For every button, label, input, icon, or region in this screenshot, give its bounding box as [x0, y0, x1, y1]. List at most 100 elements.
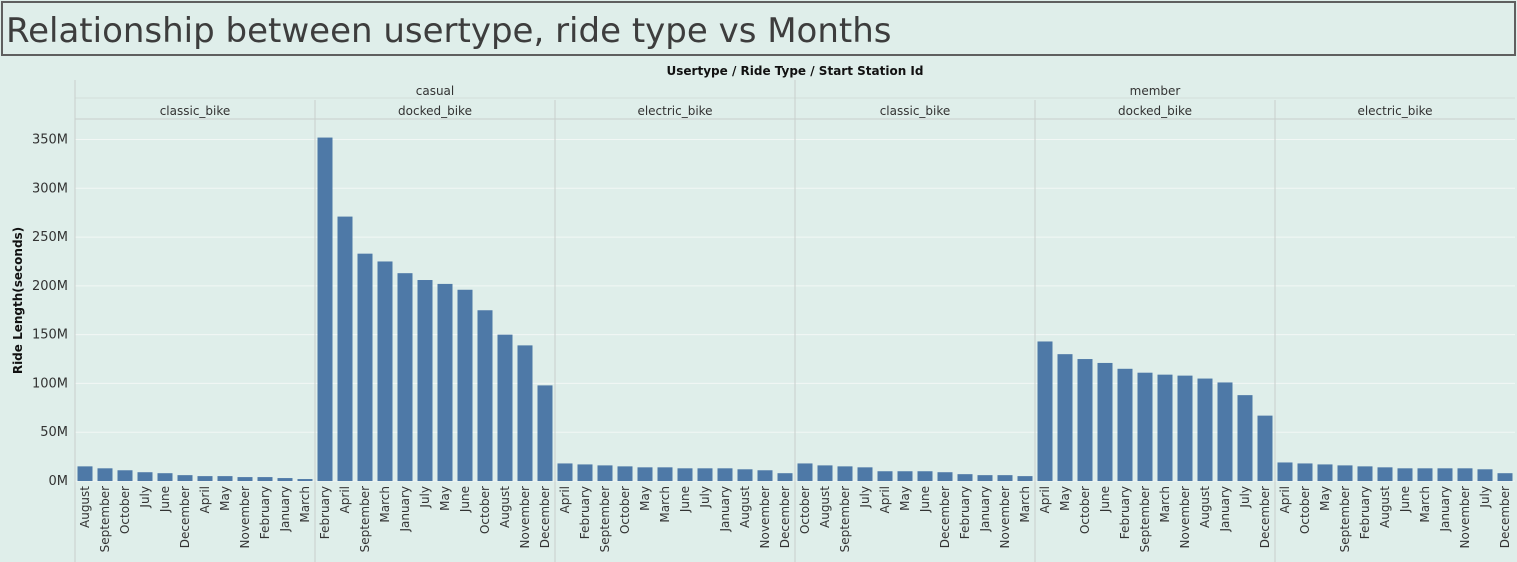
bar-casual-docked_bike-june[interactable]: [457, 289, 473, 481]
bar-member-electric_bike-july[interactable]: [1477, 469, 1493, 481]
x-tick-label: February: [1118, 486, 1132, 539]
x-tick-label: June: [678, 486, 692, 513]
bar-member-classic_bike-december[interactable]: [937, 472, 953, 481]
ridetype-header-electric_bike: electric_bike: [637, 104, 712, 118]
bar-member-docked_bike-october[interactable]: [1077, 359, 1093, 481]
bar-member-classic_bike-july[interactable]: [857, 467, 873, 481]
x-tick-label: January: [978, 486, 992, 533]
bar-member-docked_bike-november[interactable]: [1177, 375, 1193, 481]
bar-member-classic_bike-may[interactable]: [897, 471, 913, 481]
x-tick-label: February: [578, 486, 592, 539]
bar-member-classic_bike-april[interactable]: [877, 471, 893, 481]
bar-casual-classic_bike-september[interactable]: [97, 468, 113, 481]
bar-member-docked_bike-july[interactable]: [1237, 395, 1253, 481]
bar-member-electric_bike-september[interactable]: [1337, 465, 1353, 481]
bar-casual-docked_bike-march[interactable]: [377, 261, 393, 481]
bar-casual-electric_bike-june[interactable]: [677, 468, 693, 481]
bar-member-electric_bike-october[interactable]: [1297, 463, 1313, 481]
bar-casual-docked_bike-may[interactable]: [437, 283, 453, 481]
bar-casual-electric_bike-july[interactable]: [697, 468, 713, 481]
bar-member-electric_bike-february[interactable]: [1357, 466, 1373, 481]
x-tick-label: October: [118, 486, 132, 534]
bar-casual-classic_bike-july[interactable]: [137, 472, 153, 481]
x-tick-label: August: [1198, 486, 1212, 528]
bar-casual-electric_bike-october[interactable]: [617, 466, 633, 481]
bar-member-docked_bike-january[interactable]: [1217, 382, 1233, 481]
bar-casual-docked_bike-february[interactable]: [317, 137, 333, 481]
bar-member-classic_bike-september[interactable]: [837, 466, 853, 481]
bar-casual-electric_bike-november[interactable]: [757, 470, 773, 481]
bar-casual-electric_bike-march[interactable]: [657, 467, 673, 481]
bar-member-electric_bike-january[interactable]: [1437, 468, 1453, 481]
bar-member-electric_bike-december[interactable]: [1497, 473, 1513, 481]
bar-casual-electric_bike-december[interactable]: [777, 473, 793, 481]
bar-member-classic_bike-february[interactable]: [957, 474, 973, 481]
x-tick-label: November: [518, 486, 532, 548]
bar-casual-docked_bike-january[interactable]: [397, 273, 413, 481]
x-tick-label: September: [358, 486, 372, 552]
x-tick-label: April: [1038, 486, 1052, 513]
bar-member-classic_bike-march[interactable]: [1017, 476, 1033, 481]
bar-member-docked_bike-february[interactable]: [1117, 368, 1133, 481]
x-tick-label: March: [658, 486, 672, 523]
bar-member-docked_bike-march[interactable]: [1157, 374, 1173, 481]
bar-member-electric_bike-march[interactable]: [1417, 468, 1433, 481]
bar-member-docked_bike-august[interactable]: [1197, 378, 1213, 481]
x-tick-label: February: [958, 486, 972, 539]
bar-casual-classic_bike-february[interactable]: [257, 477, 273, 481]
bar-member-classic_bike-november[interactable]: [997, 475, 1013, 481]
x-tick-label: September: [598, 486, 612, 552]
x-tick-label: June: [1398, 486, 1412, 513]
x-tick-label: November: [758, 486, 772, 548]
bar-member-docked_bike-september[interactable]: [1137, 372, 1153, 481]
bar-casual-docked_bike-november[interactable]: [517, 345, 533, 481]
bar-member-classic_bike-june[interactable]: [917, 471, 933, 481]
x-tick-label: October: [1078, 486, 1092, 534]
bar-casual-docked_bike-december[interactable]: [537, 385, 553, 481]
chart-title: Relationship between usertype, ride type…: [6, 11, 892, 51]
bar-casual-docked_bike-july[interactable]: [417, 280, 433, 481]
ridetype-header-classic_bike: classic_bike: [160, 104, 231, 118]
bar-casual-classic_bike-june[interactable]: [157, 473, 173, 481]
bar-casual-electric_bike-august[interactable]: [737, 469, 753, 481]
bar-casual-docked_bike-august[interactable]: [497, 334, 513, 481]
x-tick-label: November: [998, 486, 1012, 548]
x-tick-label: June: [918, 486, 932, 513]
bar-casual-classic_bike-october[interactable]: [117, 470, 133, 481]
bar-casual-classic_bike-january[interactable]: [277, 478, 293, 481]
bar-casual-classic_bike-november[interactable]: [237, 477, 253, 481]
bar-member-electric_bike-november[interactable]: [1457, 468, 1473, 481]
bar-member-docked_bike-may[interactable]: [1057, 354, 1073, 481]
bar-casual-classic_bike-may[interactable]: [217, 476, 233, 481]
bar-member-docked_bike-december[interactable]: [1257, 415, 1273, 481]
bar-member-docked_bike-april[interactable]: [1037, 341, 1053, 481]
x-tick-label: December: [1258, 486, 1272, 548]
bar-casual-classic_bike-december[interactable]: [177, 475, 193, 481]
x-tick-label: May: [438, 486, 452, 511]
bar-member-electric_bike-june[interactable]: [1397, 468, 1413, 481]
bar-casual-docked_bike-april[interactable]: [337, 216, 353, 481]
bar-casual-electric_bike-september[interactable]: [597, 465, 613, 481]
bar-member-docked_bike-june[interactable]: [1097, 362, 1113, 481]
x-tick-label: August: [738, 486, 752, 528]
bar-member-classic_bike-january[interactable]: [977, 475, 993, 481]
bar-casual-electric_bike-february[interactable]: [577, 464, 593, 481]
bar-casual-classic_bike-april[interactable]: [197, 476, 213, 481]
bar-member-electric_bike-august[interactable]: [1377, 467, 1393, 481]
x-tick-label: November: [1178, 486, 1192, 548]
bar-casual-classic_bike-august[interactable]: [77, 466, 93, 481]
bar-casual-classic_bike-march[interactable]: [297, 479, 313, 481]
bar-member-electric_bike-may[interactable]: [1317, 464, 1333, 481]
bar-casual-electric_bike-january[interactable]: [717, 468, 733, 481]
x-tick-label: January: [1438, 486, 1452, 533]
x-tick-label: May: [1318, 486, 1332, 511]
bar-member-electric_bike-april[interactable]: [1277, 462, 1293, 481]
bar-casual-electric_bike-april[interactable]: [557, 463, 573, 481]
bar-casual-docked_bike-october[interactable]: [477, 310, 493, 481]
bar-member-classic_bike-october[interactable]: [797, 463, 813, 481]
bar-casual-electric_bike-may[interactable]: [637, 467, 653, 481]
bar-member-classic_bike-august[interactable]: [817, 465, 833, 481]
bar-casual-docked_bike-september[interactable]: [357, 253, 373, 481]
x-tick-label: April: [338, 486, 352, 513]
x-tick-label: December: [538, 486, 552, 548]
